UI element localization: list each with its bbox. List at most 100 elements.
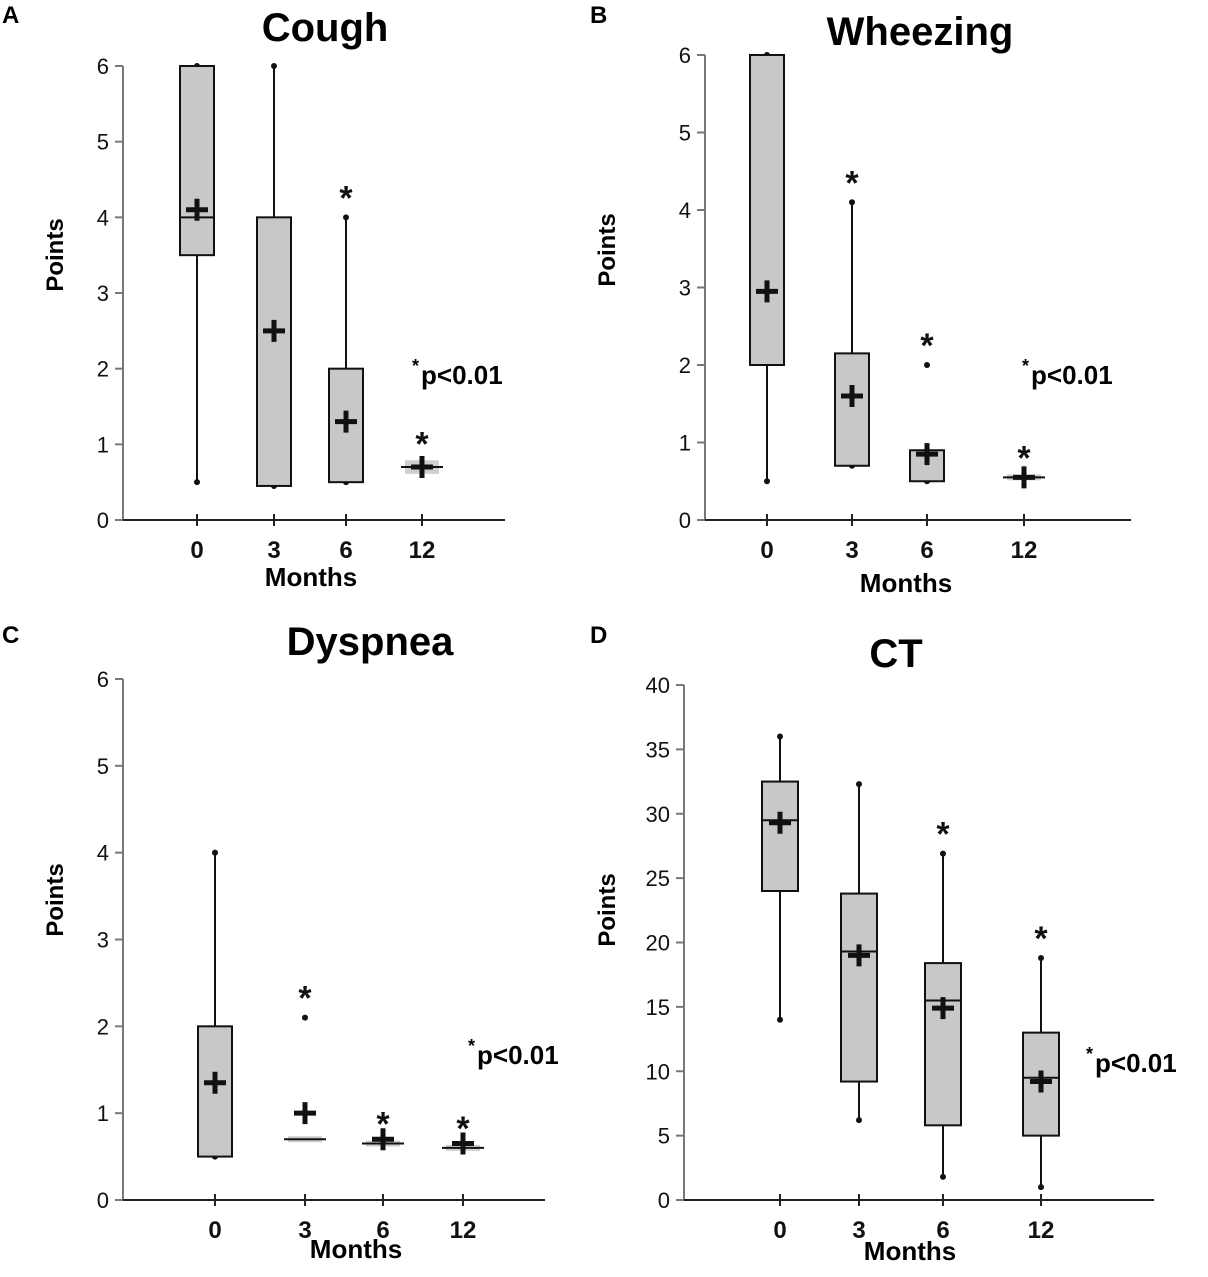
p-value-star: * [468,1036,476,1056]
panel-letter: D [590,622,608,649]
whisker-cap-top [343,214,349,221]
x-tick-label: 3 [298,1217,311,1244]
plot-area: 0 5 10 15 20 25 30 35 40 0 3 6 * 12 * [646,673,1154,1244]
y-tick-label: 2 [97,1014,109,1039]
x-axis-label: Months [309,1234,403,1264]
box-iqr [256,216,292,487]
y-tick-label: 5 [97,130,109,155]
y-tick-label: 4 [679,198,691,223]
chart-title: Dyspnea [286,620,454,664]
significance-star: * [936,816,950,854]
x-tick-label: 0 [208,1217,221,1244]
y-tick-label: 5 [97,754,109,779]
significance-star: * [1017,439,1031,477]
p-value-star: * [1086,1044,1094,1064]
y-tick-label: 10 [646,1059,670,1084]
x-tick-label: 6 [376,1217,389,1244]
box-iqr [179,65,215,257]
mean-marker [756,280,778,303]
mean-marker [841,385,863,407]
y-tick-label: 6 [97,667,109,692]
panel-letter: C [2,622,20,649]
mean-marker [769,811,791,834]
significance-star: * [339,179,353,217]
p-value-text: p<0.01 [1031,360,1113,390]
whisker-cap-top [856,781,862,788]
y-tick-label: 35 [646,737,670,762]
mean-marker [452,1132,474,1155]
p-value-note: *p<0.01 [1086,1044,1177,1079]
significance-star: * [298,980,312,1018]
p-value-text: p<0.01 [477,1040,559,1070]
y-tick-label: 1 [679,431,691,456]
whisker-cap-top [849,199,855,206]
panel-letter: B [590,2,608,29]
x-tick-label: 3 [845,537,858,564]
whisker-cap-bottom [940,1173,946,1180]
box-iqr [840,892,878,1083]
panel-d: D CT Points Months *p<0.01 0 5 10 15 20 25 30 3… [590,620,1208,1277]
y-tick-label: 1 [97,432,109,457]
chart-title: Cough [261,6,389,50]
p-value-note: *p<0.01 [468,1036,559,1071]
x-tick-label: 6 [920,537,933,564]
x-tick-label: 0 [190,537,203,564]
p-value-star: * [412,356,420,376]
y-tick-label: 5 [658,1124,670,1149]
box-iqr [834,352,870,467]
y-tick-label: 3 [97,928,109,953]
y-tick-label: 0 [679,508,691,533]
y-tick-label: 15 [646,995,670,1020]
y-tick-label: 40 [646,673,670,698]
significance-star: * [376,1106,390,1144]
x-tick-label: 12 [450,1217,477,1244]
y-tick-label: 25 [646,866,670,891]
mean-marker [263,319,285,342]
y-tick-label: 0 [97,508,109,533]
outlier-point [924,362,930,368]
x-tick-label: 6 [936,1217,949,1244]
x-tick-label: 12 [1011,537,1038,564]
significance-star: * [920,327,934,365]
whisker-cap-bottom [194,479,200,486]
p-value-text: p<0.01 [1095,1048,1177,1078]
p-value-text: p<0.01 [421,360,503,390]
y-tick-label: 4 [97,205,109,230]
whisker-cap-bottom [856,1117,862,1124]
mean-marker [932,997,954,1020]
outlier-point [302,1014,308,1021]
whisker-cap-bottom [777,1016,783,1023]
whisker-cap-bottom [1038,1184,1044,1191]
x-axis-label: Months [264,562,358,592]
box-iqr [924,962,962,1127]
y-tick-label: 5 [679,121,691,146]
whisker-cap-top [212,849,218,856]
mean-marker [294,1102,316,1125]
chart-title: CT [869,632,923,676]
whisker-cap-top [1038,954,1044,961]
mean-marker [372,1128,394,1151]
y-tick-label: 0 [658,1188,670,1213]
y-tick-label: 4 [97,841,109,866]
x-tick-label: 12 [409,537,436,564]
chart-title: Wheezing [826,10,1014,54]
y-tick-label: 2 [97,357,109,382]
x-tick-label: 0 [760,537,773,564]
y-tick-label: 30 [646,802,670,827]
p-value-note: *p<0.01 [1022,356,1113,391]
y-tick-label: 2 [679,353,691,378]
mean-marker [204,1071,226,1094]
significance-star: * [456,1110,470,1148]
mean-marker [186,198,208,221]
x-axis-label: Months [863,1236,957,1266]
x-tick-label: 12 [1028,1217,1055,1244]
p-value-star: * [1022,356,1030,376]
mean-marker [411,456,433,479]
whisker-cap-bottom [764,478,770,485]
y-tick-label: 6 [679,43,691,68]
